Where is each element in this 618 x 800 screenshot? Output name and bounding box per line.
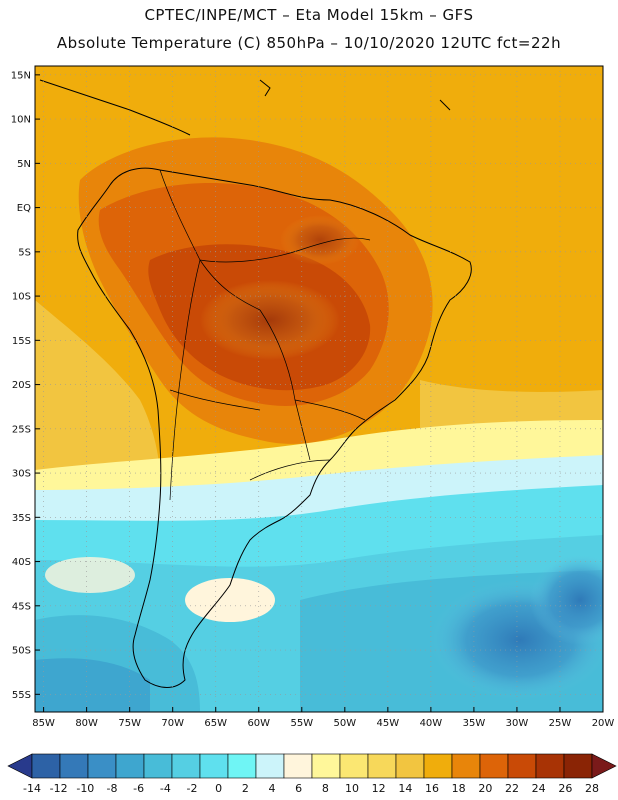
colorbar-label: -6 — [133, 782, 145, 795]
colorbar-segment — [311, 753, 341, 779]
colorbar-label: 24 — [531, 782, 546, 795]
lat-label: 40S — [12, 557, 31, 568]
lat-label: 55S — [12, 690, 31, 701]
lat-label: 5N — [17, 159, 31, 170]
lon-label: 20W — [592, 718, 615, 729]
colorbar-high-arrow — [591, 753, 617, 779]
lon-label: 70W — [161, 718, 184, 729]
lon-label: 40W — [420, 718, 443, 729]
colorbar-segment — [87, 753, 117, 779]
colorbar-segment — [255, 753, 285, 779]
colorbar-label: -4 — [159, 782, 171, 795]
colorbar-label: -10 — [76, 782, 95, 795]
longitude-labels: 85W 80W 75W 70W 65W 60W 55W 50W 45W 40W 35W 30W 25W 2… — [32, 707, 614, 729]
map-title-line1: CPTEC/INPE/MCT – Eta Model 15km – GFS — [144, 6, 474, 24]
lon-label: 85W — [32, 718, 55, 729]
lat-label: 15N — [11, 70, 31, 81]
colorbar-segment — [115, 753, 145, 779]
colorbar-segment — [395, 753, 425, 779]
colorbar-segment — [451, 753, 481, 779]
colorbar-segment — [283, 753, 313, 779]
colorbar-segment — [227, 753, 257, 779]
colorbar-label: 10 — [345, 782, 359, 795]
colorbar-label: 6 — [295, 782, 303, 795]
lat-label: 10N — [11, 115, 31, 126]
colorbar-low-arrow — [7, 753, 33, 779]
colorbar-segment — [339, 753, 369, 779]
colorbar-segment — [367, 753, 397, 779]
colorbar-label: -8 — [106, 782, 118, 795]
lat-label: 20S — [12, 380, 31, 391]
lon-label: 55W — [290, 718, 313, 729]
lon-label: 80W — [75, 718, 98, 729]
country-borders — [159, 169, 371, 501]
lat-label: 15S — [12, 336, 31, 347]
colorbar-label: 16 — [425, 782, 439, 795]
temperature-field — [35, 66, 603, 712]
colorbar-label: 2 — [241, 782, 249, 795]
colorbar-segment — [535, 753, 565, 779]
colorbar-segment — [199, 753, 229, 779]
lon-label: 60W — [247, 718, 270, 729]
map-frame — [34, 65, 604, 713]
lon-label: 75W — [118, 718, 141, 729]
lat-label: 5S — [18, 247, 31, 258]
colorbar-segment — [171, 753, 201, 779]
lon-label: 25W — [549, 718, 572, 729]
colorbar-label: 20 — [478, 782, 493, 795]
lat-label: 25S — [12, 424, 31, 435]
colorbar-segment — [507, 753, 537, 779]
colorbar-label: 4 — [268, 782, 276, 795]
colorbar-label: 18 — [451, 782, 466, 795]
colorbar-segment — [31, 753, 61, 779]
colorbar-segment — [563, 753, 593, 779]
colorbar-label: 0 — [215, 782, 223, 795]
lat-label: EQ — [17, 203, 31, 214]
colorbar — [7, 753, 617, 779]
colorbar-label: 14 — [398, 782, 413, 795]
lat-label: 45S — [12, 601, 31, 612]
lon-label: 50W — [334, 718, 357, 729]
lat-label: 30S — [12, 469, 31, 480]
colorbar-label: -2 — [186, 782, 198, 795]
colorbar-label: 28 — [585, 782, 599, 795]
colorbar-label: 26 — [558, 782, 573, 795]
lon-label: 45W — [377, 718, 400, 729]
latitude-labels: 15N 10N 5N EQ 5S 10S 15S 20S 25S 30S 35S 40S 45S 50S 5… — [11, 70, 40, 701]
colorbar-segment — [143, 753, 173, 779]
lon-label: 30W — [506, 718, 529, 729]
lon-label: 35W — [463, 718, 486, 729]
colorbar-label: -14 — [23, 782, 41, 795]
colorbar-segment — [59, 753, 89, 779]
colorbar-label: 8 — [321, 782, 329, 795]
lat-label: 10S — [12, 292, 31, 303]
colorbar-segment — [479, 753, 509, 779]
colorbar-label: -12 — [49, 782, 68, 795]
colorbar-segment — [423, 753, 453, 779]
colorbar-label: 12 — [371, 782, 386, 795]
map-title-line2: Absolute Temperature (C) 850hPa – 10/10/… — [56, 34, 562, 52]
lon-label: 65W — [204, 718, 227, 729]
coastline — [39, 79, 472, 688]
lat-label: 50S — [12, 646, 31, 657]
lat-label: 35S — [12, 513, 31, 524]
colorbar-label: 22 — [505, 782, 519, 795]
